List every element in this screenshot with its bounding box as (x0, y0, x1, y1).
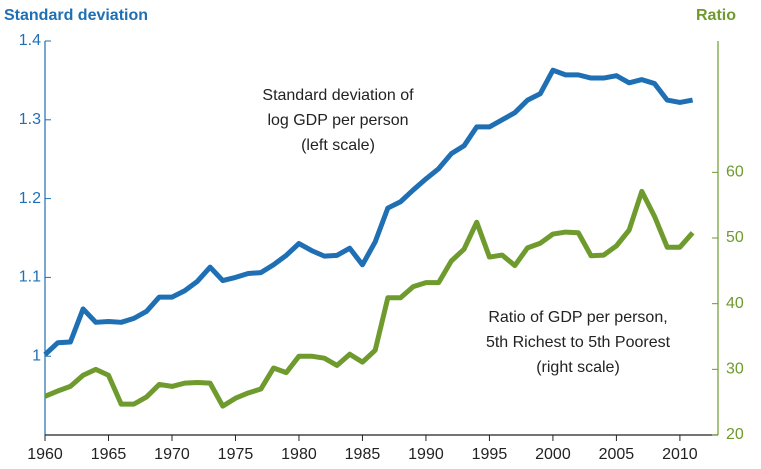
x-tick-label: 2005 (599, 446, 635, 463)
annotation: (right scale) (536, 359, 620, 376)
series-line (43, 67, 694, 357)
y2-tick-label: 40 (726, 295, 744, 312)
x-tick-label: 1960 (27, 446, 63, 463)
y-tick-label: 1.1 (19, 269, 41, 286)
x-tick-label: 1970 (154, 446, 190, 463)
y2-tick-label: 20 (726, 426, 744, 443)
y-tick-label: 1.3 (19, 111, 41, 128)
annotation: 5th Richest to 5th Poorest (486, 334, 671, 351)
y2-tick-label: 50 (726, 229, 744, 246)
y2-tick-label: 30 (726, 361, 744, 378)
x-tick-label: 1975 (218, 446, 254, 463)
x-tick-label: 1990 (408, 446, 444, 463)
x-tick-label: 1995 (472, 446, 508, 463)
series-line (44, 188, 695, 409)
x-tick-label: 1985 (345, 446, 381, 463)
annotation: Ratio of GDP per person, (488, 309, 667, 326)
y-tick-label: 1.4 (19, 32, 41, 49)
x-tick-label: 1980 (281, 446, 317, 463)
annotation: (left scale) (301, 137, 375, 154)
y-axis-label: Standard deviation (4, 7, 148, 24)
x-tick-label: 2010 (662, 446, 698, 463)
y2-tick-label: 60 (726, 164, 744, 181)
y-tick-label: 1 (32, 347, 41, 364)
y-tick-label: 1.2 (19, 190, 41, 207)
x-tick-label: 2000 (535, 446, 571, 463)
y2-axis-label: Ratio (696, 7, 736, 24)
annotation: log GDP per person (267, 112, 408, 129)
x-tick-label: 1965 (91, 446, 127, 463)
annotation: Standard deviation of (262, 87, 414, 104)
